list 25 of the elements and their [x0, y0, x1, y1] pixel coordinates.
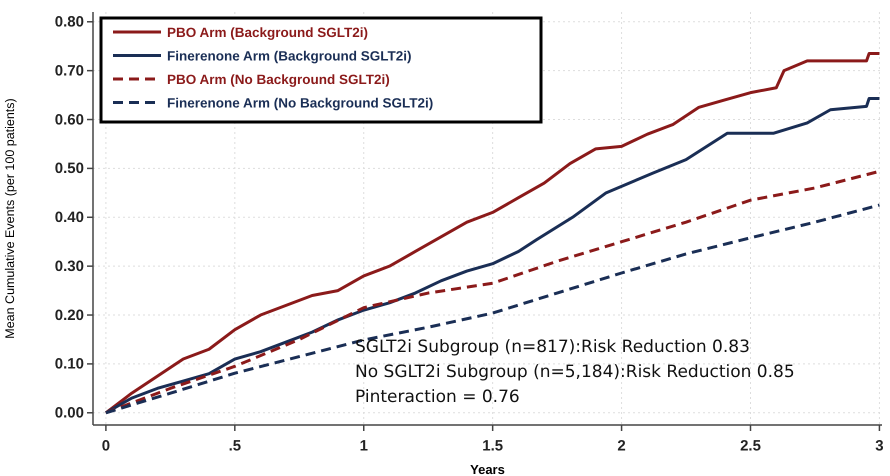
x-tick-label: 0 [102, 438, 110, 454]
y-axis-title: Mean Cumulative Events (per 100 patients) [3, 98, 17, 339]
y-tick-label: 0.50 [54, 160, 84, 178]
legend-label: Finerenone Arm (No Background SGLT2i) [167, 96, 434, 110]
x-tick-label: 1.5 [482, 438, 504, 454]
y-tick-label: 0.60 [54, 111, 84, 128]
y-tick-label: 0.30 [54, 258, 84, 275]
legend-label: PBO Arm (Background SGLT2i) [167, 25, 368, 40]
x-tick-label: .5 [228, 438, 242, 454]
x-tick-label: 2.5 [740, 438, 761, 454]
x-tick-label: 1 [360, 438, 368, 454]
annotation: No SGLT2i Subgroup (n=5,184):Risk Reduction 0.85 [355, 362, 795, 382]
x-tick-label: 2 [617, 438, 626, 454]
annotation: SGLT2i Subgroup (n=817):Risk Reduction 0.83 [355, 337, 750, 357]
y-tick-label: 0.00 [54, 404, 84, 422]
y-tick-label: 0.40 [54, 209, 84, 226]
y-tick-label: 0.10 [54, 356, 84, 373]
annotation: Pinteraction = 0.76 [355, 387, 520, 407]
y-tick-label: 0.70 [54, 62, 84, 80]
y-tick-label: 0.20 [54, 306, 84, 324]
legend-label: PBO Arm (No Background SGLT2i) [167, 72, 390, 87]
x-tick-label: 3 [875, 438, 884, 454]
x-axis-title: Years [470, 462, 505, 476]
legend-label: Finerenone Arm (Background SGLT2i) [167, 48, 412, 64]
y-tick-label: 0.80 [54, 14, 84, 31]
